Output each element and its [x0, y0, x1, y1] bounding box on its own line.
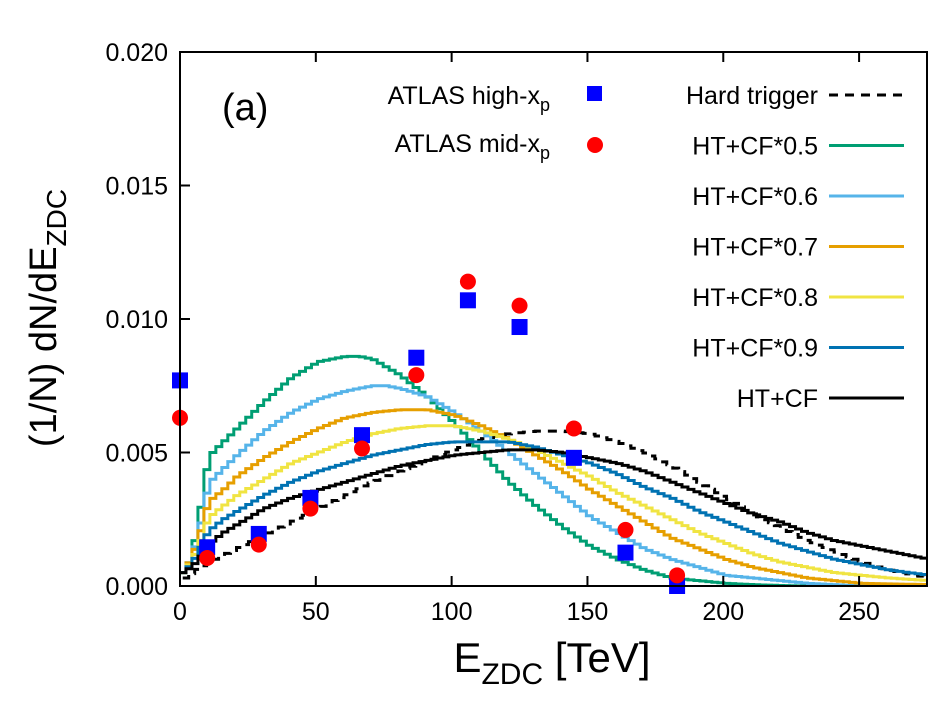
data-point-circle: [302, 500, 319, 517]
y-axis-title-subscript: ZDC: [41, 189, 72, 247]
x-axis-title-unit: [TeV]: [543, 634, 650, 681]
axis-ticks: 0 50 100 150 200 250 0.000 0.005 0.010 0.015 0.020: [105, 39, 880, 626]
legend-label: HT+CF*0.9: [692, 335, 818, 363]
legend-label: HT+CF: [737, 385, 818, 413]
legend-entry-ht-cf-0-5: HT+CF*0.5: [692, 133, 904, 161]
legend-label: HT+CF*0.6: [692, 183, 818, 211]
data-point-square: [353, 427, 370, 444]
legend-label-atlas-mid-xp: ATLAS mid-xp: [395, 130, 550, 163]
data-point-circle: [353, 440, 370, 457]
legend-lines: Hard trigger HT+CF*0.5 HT+CF*0.6 HT+CF*0.7 H…: [686, 82, 904, 413]
y-tick-label: 0.020: [105, 39, 168, 67]
legend-entry-atlas-high-xp: ATLAS high-xp: [388, 82, 602, 115]
data-point-square: [617, 544, 634, 561]
legend-entry-hard-trigger: Hard trigger: [686, 82, 904, 110]
data-point-circle: [669, 567, 686, 584]
x-axis-title-subscript: ZDC: [481, 658, 543, 691]
legend-points: ATLAS high-xp ATLAS mid-xp: [388, 82, 603, 163]
y-axis-title-main: (1/N) dN/dE: [23, 246, 65, 447]
legend-entry-ht-cf-0-8: HT+CF*0.8: [692, 284, 904, 312]
legend-entry-ht-cf-0-6: HT+CF*0.6: [692, 183, 904, 211]
data-point-circle: [199, 549, 216, 566]
legend-entry-ht-cf: HT+CF: [737, 385, 904, 413]
legend-marker-circle-icon: [587, 137, 603, 153]
x-tick-label: 250: [838, 598, 880, 626]
data-point-circle: [511, 297, 528, 314]
data-point-square: [565, 449, 582, 466]
y-tick-label: 0.010: [105, 306, 168, 334]
x-axis-title: EZDC [TeV]: [453, 634, 650, 691]
panel-label: (a): [222, 87, 268, 129]
y-tick-label: 0.000: [105, 573, 168, 601]
data-point-circle: [250, 536, 267, 553]
series-line-ht-cf-0-8: [180, 424, 927, 582]
legend-marker-square-icon: [587, 86, 602, 101]
data-point-circle: [565, 420, 582, 437]
data-point-circle: [408, 367, 425, 384]
legend-label: HT+CF*0.5: [692, 133, 818, 161]
series-line-ht-cf-0-7: [180, 408, 927, 586]
y-axis-title: (1/N) dN/dEZDC: [23, 189, 72, 447]
legend-label: HT+CF*0.8: [692, 284, 818, 312]
y-tick-label: 0.005: [105, 440, 168, 468]
y-tick-label: 0.015: [105, 173, 168, 201]
data-point-square: [459, 292, 476, 309]
x-tick-label: 0: [173, 598, 187, 626]
data-point-circle: [459, 273, 476, 290]
data-point-square: [408, 349, 425, 366]
series-line-ht-cf-0-5: [180, 354, 927, 586]
legend-label: HT+CF*0.7: [692, 234, 818, 262]
data-point-square: [511, 319, 528, 336]
legend-label: Hard trigger: [686, 82, 818, 110]
data-point-circle: [617, 521, 634, 538]
x-tick-label: 100: [431, 598, 473, 626]
x-axis-title-main: E: [453, 634, 481, 681]
legend-entry-atlas-mid-xp: ATLAS mid-xp: [395, 130, 603, 163]
x-tick-label: 200: [702, 598, 744, 626]
x-tick-label: 50: [302, 598, 330, 626]
legend-label-atlas-high-xp: ATLAS high-xp: [388, 82, 550, 115]
legend-entry-ht-cf-0-7: HT+CF*0.7: [692, 234, 904, 262]
x-tick-label: 150: [567, 598, 609, 626]
series-line-ht-cf-0-6: [180, 384, 927, 586]
legend-entry-ht-cf-0-9: HT+CF*0.9: [692, 335, 904, 363]
